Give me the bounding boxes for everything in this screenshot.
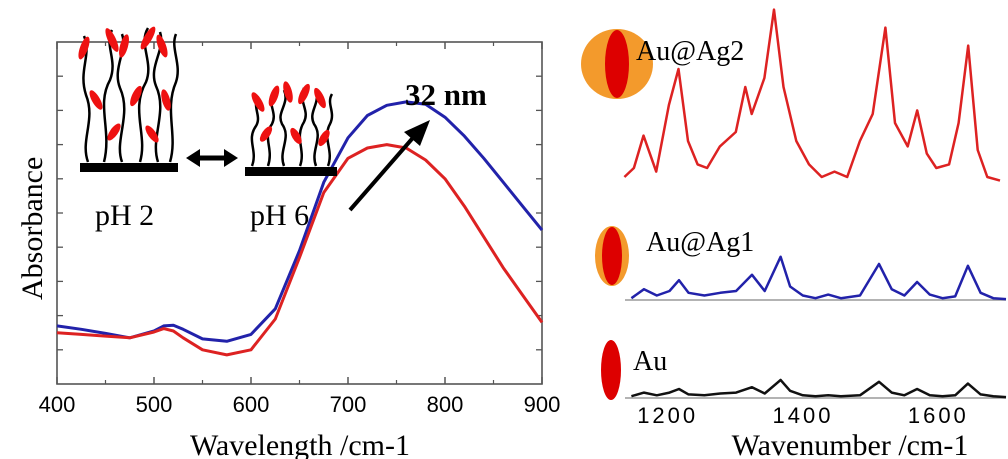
series-label-au: Au	[633, 346, 667, 377]
series-label-au-ag1: Au@Ag1	[646, 227, 754, 258]
au-ag1-particle-icon	[595, 226, 629, 286]
x-tick-label: 700	[330, 392, 367, 417]
au-spectrum-line	[631, 378, 1007, 399]
au-ag2-spectrum-line	[623, 8, 1001, 182]
wavenumber-tick-label: 1600	[908, 403, 969, 428]
x-tick-label: 500	[136, 392, 173, 417]
x-tick-label: 900	[524, 392, 561, 417]
ph6-substrate	[245, 167, 337, 176]
x-tick-label: 600	[233, 392, 270, 417]
x-ticks: 400 500 600 700 800 900	[39, 42, 561, 417]
au-particle-icon	[601, 340, 621, 400]
ph2-brush	[78, 26, 179, 172]
absorbance-chart: 400 500 600 700 800 900	[16, 26, 561, 459]
series-group	[56, 100, 544, 357]
ph6-brush	[245, 81, 337, 176]
series-label-au-ag2: Au@Ag2	[636, 36, 744, 67]
au-ag2-particle-icon	[581, 29, 653, 99]
au-ag1-spectrum-line	[630, 255, 1007, 301]
polymer-brush-illustration: pH 2 pH 6	[78, 26, 337, 232]
y-axis-title: Absorbance	[16, 157, 49, 300]
x-tick-label: 800	[427, 392, 464, 417]
shift-arrow-icon	[348, 120, 430, 212]
raman-chart: 1200 1400 1600 Au@Ag2 Au@Ag1 Au Wavenumber…	[581, 8, 1007, 459]
red-absorbance-line	[56, 143, 544, 357]
wavenumber-axis-title: Wavenumber /cm-1	[732, 429, 969, 459]
x-axis-title: Wavelength /cm-1	[190, 429, 410, 459]
ph2-label: pH 2	[95, 199, 154, 232]
spectra-group	[623, 8, 1007, 399]
wavenumber-ticks: 1200 1400 1600	[637, 403, 969, 428]
wavenumber-tick-label: 1200	[637, 403, 698, 428]
ph6-label: pH 6	[250, 199, 309, 232]
double-arrow-icon	[186, 149, 238, 167]
wavenumber-tick-label: 1400	[773, 403, 834, 428]
x-tick-label: 400	[39, 392, 76, 417]
shift-label: 32 nm	[405, 77, 487, 112]
ph2-substrate	[80, 163, 178, 172]
